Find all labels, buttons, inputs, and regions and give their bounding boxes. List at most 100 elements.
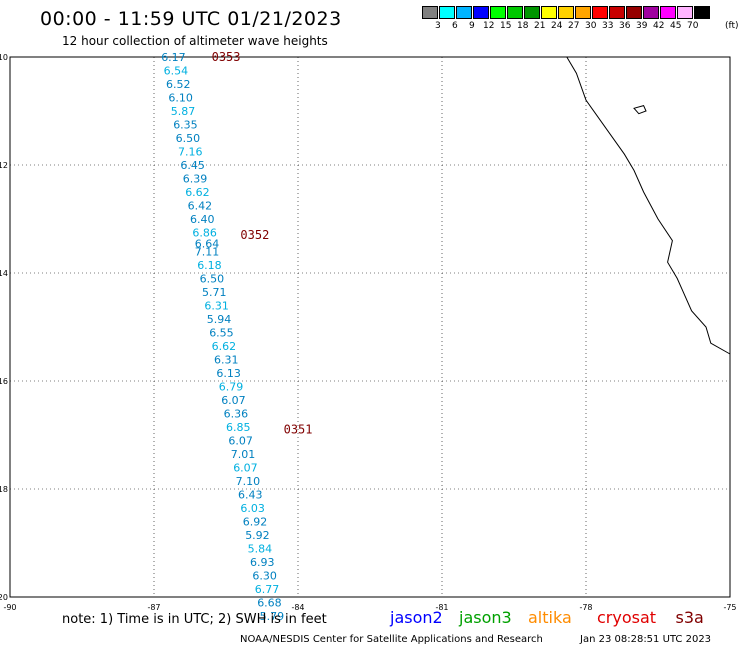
legend-swatch (677, 6, 693, 19)
satellite-label: cryosat (597, 608, 657, 627)
lat-tick-label: -12 (0, 161, 8, 170)
wave-height-value: 7.10 (236, 475, 261, 488)
lon-tick-label: -90 (3, 603, 16, 612)
wave-height-value: 6.50 (176, 132, 201, 145)
wave-height-value: 6.36 (224, 407, 249, 420)
legend-label: 33 (602, 21, 614, 31)
wave-height-value: 5.79 (260, 610, 285, 623)
legend-swatch (609, 6, 625, 19)
legend-unit: (ft) (725, 21, 739, 31)
track-time-label: 0353 (212, 50, 241, 64)
wave-height-value: 6.31 (214, 353, 239, 366)
legend-label: 18 (517, 21, 529, 31)
wave-height-value: 6.42 (188, 200, 213, 213)
island (633, 105, 647, 115)
wave-height-value: 6.10 (168, 92, 193, 105)
wave-height-value: 6.39 (183, 173, 208, 186)
legend-swatch (541, 6, 557, 19)
legend-label: 45 (670, 21, 682, 31)
wave-height-value: 6.50 (200, 272, 225, 285)
legend-label: 70 (687, 21, 699, 31)
legend-swatches (422, 6, 740, 19)
legend-label: 15 (500, 21, 512, 31)
credit-text: NOAA/NESDIS Center for Satellite Applica… (240, 634, 543, 645)
wave-height-value: 6.52 (166, 78, 191, 91)
legend-label: 6 (452, 21, 458, 31)
lon-tick-label: -84 (291, 603, 304, 612)
legend-swatch (524, 6, 540, 19)
wave-height-value: 7.01 (231, 448, 256, 461)
lon-tick-label: -75 (723, 603, 736, 612)
legend-label: 12 (483, 21, 495, 31)
wave-height-value: 6.30 (252, 569, 277, 582)
wave-height-value: 7.16 (178, 146, 203, 159)
wave-height-value: 6.86 (192, 227, 217, 240)
legend-swatch (473, 6, 489, 19)
wave-height-value: 6.85 (226, 421, 251, 434)
page-subtitle: 12 hour collection of altimeter wave hei… (62, 34, 328, 48)
wave-height-value: 5.92 (245, 529, 270, 542)
wave-height-value: 6.40 (190, 213, 215, 226)
legend-label: 36 (619, 21, 631, 31)
legend-label: 3 (435, 21, 441, 31)
legend-labels: (ft) 3 6 9 12 15 18 21 24 27 30 33 36 39 42 45 70 (422, 19, 740, 31)
wave-height-value: 6.62 (212, 340, 237, 353)
legend-swatch (439, 6, 455, 19)
satellite-label: jason3 (459, 608, 512, 627)
legend-swatch (660, 6, 676, 19)
wave-height-value: 6.07 (228, 434, 253, 447)
legend-label: 30 (585, 21, 597, 31)
lat-tick-label: -18 (0, 485, 8, 494)
lon-tick-label: -81 (435, 603, 448, 612)
wave-height-value: 5.84 (248, 542, 273, 555)
wave-height-value: 5.71 (202, 286, 227, 299)
wave-height-value: 7.11 (195, 245, 220, 258)
wave-height-value: 6.07 (221, 394, 246, 407)
wave-height-value: 5.94 (207, 313, 232, 326)
wave-height-value: 6.03 (240, 502, 265, 515)
legend-label: 24 (551, 21, 563, 31)
legend-label: 27 (568, 21, 580, 31)
lon-tick-label: -87 (147, 603, 160, 612)
map-frame (9, 56, 731, 598)
wave-height-value: 6.54 (164, 65, 189, 78)
coastline (566, 56, 731, 355)
wave-height-value: 6.35 (173, 119, 198, 132)
track-time-label: 0352 (240, 228, 269, 242)
legend-swatch (694, 6, 710, 19)
wave-height-value: 6.92 (243, 515, 267, 528)
legend-swatch (626, 6, 642, 19)
legend-swatch (592, 6, 608, 19)
footer-note: note: 1) Time is in UTC; 2) SWH is in fe… (62, 612, 327, 627)
lat-tick-label: -14 (0, 269, 8, 278)
wave-height-value: 6.31 (204, 299, 229, 312)
wave-height-value: 6.45 (180, 159, 205, 172)
satellite-label: jason2 (390, 608, 443, 627)
page-title: 00:00 - 11:59 UTC 01/21/2023 (40, 8, 342, 30)
lon-tick-label: -78 (579, 603, 592, 612)
wave-height-value: 6.13 (216, 367, 241, 380)
timestamp-text: Jan 23 08:28:51 UTC 2023 (580, 634, 712, 645)
legend-label: 39 (636, 21, 648, 31)
satellite-label: s3a (675, 608, 704, 627)
wave-height-value: 6.68 (257, 596, 282, 609)
wave-height-value: 5.87 (171, 105, 196, 118)
legend-swatch (575, 6, 591, 19)
wave-height-value: 6.07 (233, 461, 258, 474)
color-legend: (ft) 3 6 9 12 15 18 21 24 27 30 33 36 39 42 45 70 (422, 6, 740, 31)
legend-swatch (507, 6, 523, 19)
legend-swatch (456, 6, 472, 19)
wave-height-value: 6.17 (161, 51, 186, 64)
legend-swatch (490, 6, 506, 19)
track-time-label: 0351 (284, 423, 313, 437)
legend-label: 9 (469, 21, 475, 31)
legend-swatch (558, 6, 574, 19)
legend-label: 42 (653, 21, 665, 31)
wave-height-value: 6.43 (238, 488, 263, 501)
wave-height-value: 6.79 (219, 380, 244, 393)
wave-height-value: 6.55 (209, 326, 234, 339)
legend-swatch (422, 6, 438, 19)
satellite-label: altika (528, 608, 572, 627)
lat-tick-label: -20 (0, 593, 8, 602)
